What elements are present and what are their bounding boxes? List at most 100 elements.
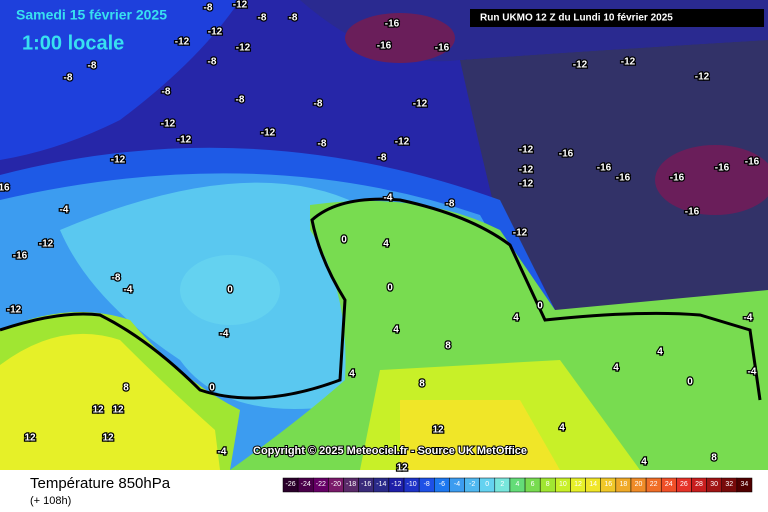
colorbar-label: 8 [546,481,550,488]
colorbar-label: -24 [301,481,311,488]
chart-title: Température 850hPa [30,475,171,492]
colorbar-label: 14 [589,481,597,488]
contour-label: 4 [383,239,389,250]
contour-label: -12 [233,0,248,11]
contour-label: -8 [314,99,323,110]
contour-label: 12 [24,433,36,444]
contour-label: -8 [112,273,121,284]
contour-label: -16 [559,149,574,160]
contour-label: 12 [112,405,124,416]
contour-label: -12 [208,27,223,38]
contour-label: -12 [519,165,534,176]
colorbar-label: 0 [485,481,489,488]
colorbar-label: -2 [469,481,475,488]
contour-label: -8 [318,139,327,150]
colorbar-label: 26 [680,481,688,488]
contour-label: -8 [258,13,267,24]
contour-label: 12 [92,405,104,416]
colorbar-label: 34 [741,481,749,488]
contour-label: -16 [385,19,400,30]
copyright: Copyright © 2025 Meteociel.fr - Source U… [253,445,527,457]
contour-label: -4 [744,313,753,324]
colorbar-label: 28 [695,481,703,488]
contour-label: -8 [289,13,298,24]
colorbar-label: -10 [407,481,417,488]
forecast-date: Samedi 15 février 2025 [16,7,167,23]
contour-label: -12 [111,155,126,166]
contour-label: -8 [204,3,213,14]
colorbar-label: 12 [574,481,582,488]
contour-label: 4 [641,457,647,468]
contour-label: -12 [695,72,710,83]
colorbar-label: 10 [559,481,567,488]
contour-label: 0 [687,377,693,388]
contour-label: -8 [64,73,73,84]
contour-label: -16 [745,157,760,168]
contour-label: -4 [748,367,757,378]
contour-label: 4 [349,369,355,380]
contour-label: -16 [715,163,730,174]
contour-label: 12 [396,463,408,474]
forecast-time: 1:00 locale [22,32,124,54]
contour-label: -4 [218,447,227,458]
contour-label: -8 [378,153,387,164]
contour-label: 12 [432,425,444,436]
contour-label: -12 [413,99,428,110]
contour-label: -16 [685,207,700,218]
contour-label: -12 [7,305,22,316]
contour-label: 4 [559,423,565,434]
contour-label: -12 [519,179,534,190]
colorbar-label: -6 [439,481,445,488]
contour-label: 8 [445,341,451,352]
lead-time: (+ 108h) [30,495,71,507]
contour-label: -4 [384,193,393,204]
contour-label: -8 [236,95,245,106]
contour-label: 12 [102,433,114,444]
contour-label: 0 [341,235,347,246]
contour-label: 8 [419,379,425,390]
contour-label: -12 [177,135,192,146]
colorbar-label: -8 [424,481,430,488]
contour-label: -12 [39,239,54,250]
contour-label: -12 [395,137,410,148]
contour-label: -4 [220,329,229,340]
contour-label: -12 [573,60,588,71]
contour-label: -8 [88,61,97,72]
contour-label: 0 [537,301,543,312]
contour-label: -16 [616,173,631,184]
colorbar-box [736,477,753,493]
colorbar-label: -4 [454,481,460,488]
run-info: Run UKMO 12 Z du Lundi 10 février 2025 [480,13,673,24]
contour-label: 4 [513,313,519,324]
contour-label: 0 [209,383,215,394]
run-box [470,9,764,27]
colorbar-label: -22 [316,481,326,488]
contour-label: -8 [162,87,171,98]
colorbar-label: 20 [635,481,643,488]
colorbar-label: 30 [710,481,718,488]
contour-label: 16 [0,183,10,194]
contour-label: -8 [446,199,455,210]
contour-label: -16 [377,41,392,52]
contour-label: -4 [124,285,133,296]
colorbar-label: 4 [516,481,520,488]
contour-label: 4 [613,363,619,374]
contour-label: 8 [711,453,717,464]
contour-label: -12 [175,37,190,48]
colorbar-label: -20 [331,481,341,488]
contour-label: 4 [393,325,399,336]
colorbar-label: 32 [725,481,733,488]
contour-label: -4 [60,205,69,216]
contour-label: -8 [208,57,217,68]
colorbar-label: 2 [500,481,504,488]
colorbar-label: 16 [604,481,612,488]
contour-label: 0 [227,285,233,296]
contour-label: -12 [161,119,176,130]
contour-label: 8 [123,383,129,394]
contour-label: -12 [513,228,528,239]
colorbar-label: -18 [346,481,356,488]
contour-label: -12 [236,43,251,54]
colorbar-label: -14 [376,481,386,488]
contour-label: -16 [435,43,450,54]
